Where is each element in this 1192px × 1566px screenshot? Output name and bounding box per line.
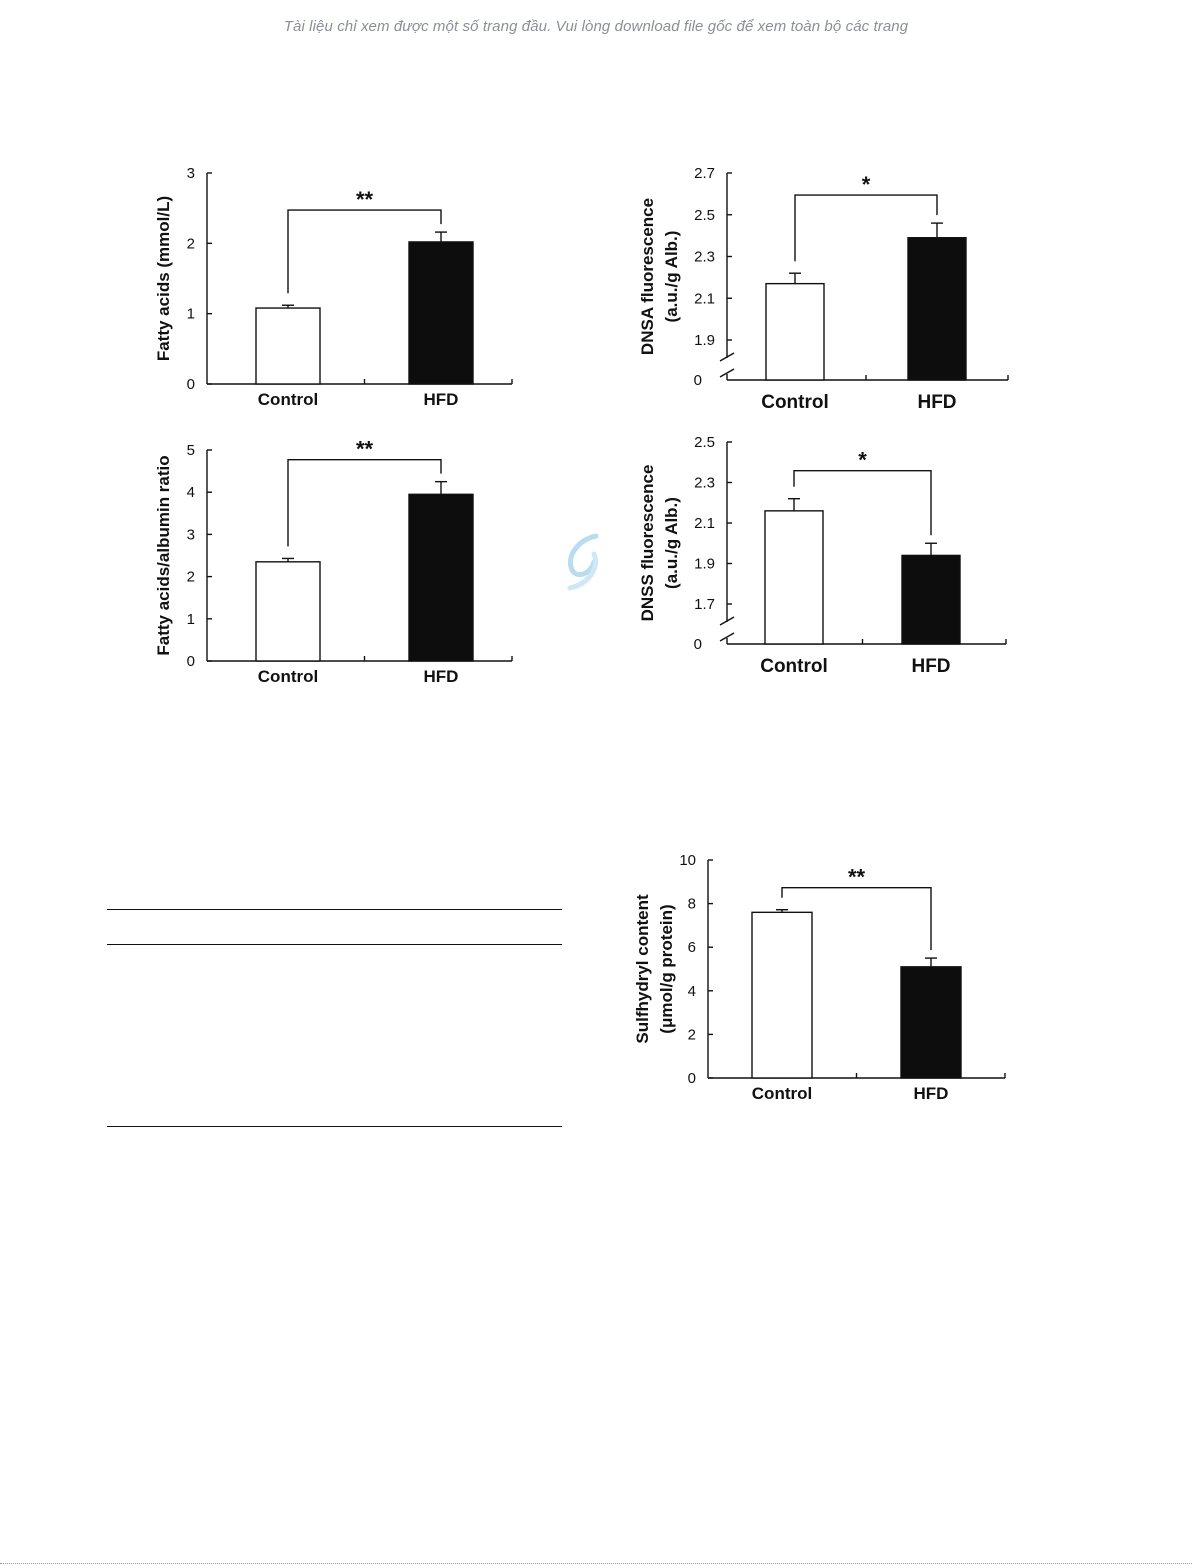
page-bottom-rule	[0, 1563, 1192, 1564]
category-label: HFD	[911, 656, 950, 677]
y-tick-label: 2	[187, 569, 195, 586]
dnss-fluorescence-chart: 1.7 1.9 2.1 2.3 2.5 0 Control HFD * DNSS fluoresc…	[638, 434, 1007, 677]
y-tick-label: 2.5	[694, 207, 715, 224]
category-label: HFD	[424, 390, 459, 409]
y-tick-label: 1.9	[694, 332, 715, 349]
table-top-rule	[107, 909, 562, 910]
bar-control	[255, 561, 321, 662]
preview-notice-banner: Tài liệu chỉ xem được một số trang đầu. …	[283, 18, 909, 35]
significance-marker: **	[848, 865, 866, 890]
y-axis-label: (μmol/g protein)	[657, 904, 676, 1033]
y-tick-label: 2.3	[694, 249, 715, 266]
watermark-logo	[567, 533, 599, 591]
category-label: HFD	[917, 392, 956, 413]
y-tick-label: 3	[187, 526, 195, 543]
y-tick-label: 2.5	[694, 434, 715, 451]
category-label: Control	[258, 390, 318, 409]
axis-break-mark	[719, 616, 735, 626]
table-header-rule	[107, 944, 562, 945]
axis-break-gap	[721, 622, 733, 638]
significance-marker: *	[862, 172, 871, 197]
y-tick-label: 8	[688, 896, 696, 913]
y-tick-label: 0	[187, 376, 195, 393]
category-label: HFD	[914, 1084, 949, 1103]
bar-control	[255, 307, 321, 385]
significance-bracket	[287, 209, 442, 294]
significance-marker: **	[356, 437, 374, 462]
y-tick-label: 2	[187, 235, 195, 252]
y-axis-label: DNSA fluorescence	[638, 198, 657, 355]
bar-control	[751, 911, 813, 1079]
significance-bracket	[794, 194, 938, 262]
table-bottom-rule	[107, 1126, 562, 1127]
y-tick-label: 0	[694, 372, 702, 389]
category-label: Control	[752, 1084, 812, 1103]
y-tick-label: 10	[679, 852, 696, 869]
bar-hfd	[900, 966, 962, 1079]
axis-break-mark	[719, 632, 735, 642]
y-tick-label: 1	[187, 611, 195, 628]
y-tick-label: 0	[694, 636, 702, 653]
significance-marker: *	[858, 448, 867, 473]
y-tick-label: 6	[688, 939, 696, 956]
bar-hfd	[907, 237, 967, 381]
y-tick-label: 3	[187, 165, 195, 182]
fatty-acids-chart: 0 1 2 3 Control HFD ** Fatty acids (mmol/L)	[154, 165, 513, 409]
significance-bracket	[287, 458, 442, 547]
y-tick-label: 4	[187, 484, 195, 501]
y-tick-label: 1.7	[694, 596, 715, 613]
y-axis-label: (a.u./g Alb.)	[662, 497, 681, 589]
sulfhydryl-content-chart: 0 2 4 6 8 10 Control HFD ** Sulfhydryl content (μm…	[633, 852, 1006, 1103]
dnsa-fluorescence-chart: 1.9 2.1 2.3 2.5 2.7 0 Control HFD * DNSA fluoresc…	[638, 165, 1009, 413]
bar-control	[765, 282, 825, 381]
y-tick-label: 2	[688, 1026, 696, 1043]
y-tick-label: 0	[688, 1070, 696, 1087]
axis-break-mark	[719, 368, 735, 378]
y-axis-label: DNSS fluorescence	[638, 465, 657, 622]
category-label: Control	[761, 392, 829, 413]
y-tick-label: 1.9	[694, 556, 715, 573]
y-tick-label: 2.1	[694, 515, 715, 532]
axis-break-gap	[721, 358, 733, 374]
y-axis-label: Fatty acids/albumin ratio	[154, 455, 173, 655]
significance-bracket	[781, 887, 932, 951]
y-tick-label: 1	[187, 306, 195, 323]
category-label: Control	[760, 656, 828, 677]
category-label: Control	[258, 667, 318, 686]
y-tick-label: 4	[688, 983, 696, 1000]
significance-marker: **	[356, 187, 374, 212]
bar-control	[764, 510, 824, 645]
y-axis-label: Fatty acids (mmol/L)	[154, 196, 173, 361]
y-axis-label: Sulfhydryl content	[633, 894, 652, 1044]
y-tick-label: 5	[187, 442, 195, 459]
bar-hfd	[901, 554, 961, 645]
y-tick-label: 2.3	[694, 475, 715, 492]
bar-hfd	[408, 493, 474, 662]
category-label: HFD	[424, 667, 459, 686]
y-tick-label: 2.1	[694, 290, 715, 307]
y-tick-label: 0	[187, 653, 195, 670]
y-axis-label: (a.u./g Alb.)	[662, 231, 681, 323]
bar-hfd	[408, 241, 474, 385]
y-tick-label: 2.7	[694, 165, 715, 182]
significance-bracket	[793, 470, 932, 536]
fatty-acids-albumin-ratio-chart: 0 1 2 3 4 5 Control HFD ** Fatty acids/albumin ra…	[154, 437, 513, 686]
axis-break-mark	[719, 352, 735, 362]
